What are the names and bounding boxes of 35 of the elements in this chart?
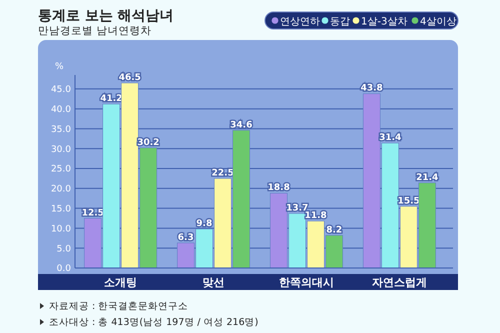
- x-tick-label: 한쪽의대시: [278, 276, 334, 289]
- legend-label: 연상연하: [280, 16, 320, 28]
- data-label: 34.6: [230, 120, 252, 130]
- x-tick-label: 맞선: [202, 276, 225, 289]
- x-tick-label: 자연스럽게: [372, 276, 427, 289]
- y-tick-label: 0.0: [56, 264, 72, 274]
- legend-label: 4살이상: [420, 16, 456, 28]
- y-tick-label: 30.0: [50, 144, 72, 155]
- y-tick-label: 35.0: [50, 124, 72, 135]
- chart-title: 통계로 보는 해석남녀: [38, 8, 174, 24]
- legend-label: 1살-3살차: [361, 16, 408, 28]
- data-label: 12.5: [82, 208, 104, 218]
- y-tick-label: 10.0: [50, 224, 72, 234]
- data-label: 9.8: [196, 219, 212, 229]
- data-label: 11.8: [304, 211, 327, 222]
- text: 자료제공 : 한국결혼문화연구소: [49, 301, 188, 312]
- y-tick-label: 5.0: [56, 244, 72, 254]
- data-label: 46.5: [118, 72, 141, 83]
- data-label: 22.5: [212, 168, 234, 178]
- data-label: 21.4: [416, 172, 438, 183]
- data-label: 31.4: [379, 133, 402, 144]
- data-label: 8.2: [326, 225, 342, 236]
- text: 조사대상 : 총 413명(남성 197명 / 여성 216명): [49, 317, 258, 328]
- y-axis-title: %: [55, 62, 64, 72]
- y-tick-label: 45.0: [50, 85, 72, 96]
- x-tick-label: 소개팅: [104, 276, 138, 289]
- y-tick-label: 20.0: [50, 184, 72, 195]
- data-label: 6.3: [178, 232, 194, 243]
- data-label: 15.5: [398, 196, 420, 206]
- legend-label: 동갑: [330, 16, 350, 28]
- y-tick-label: 15.0: [50, 204, 72, 214]
- chart-subtitle: 만남경로별 남녀연령차: [38, 25, 152, 37]
- data-label: 41.2: [100, 94, 122, 104]
- y-tick-label: 25.0: [50, 164, 72, 175]
- y-tick-label: 40.0: [50, 104, 72, 115]
